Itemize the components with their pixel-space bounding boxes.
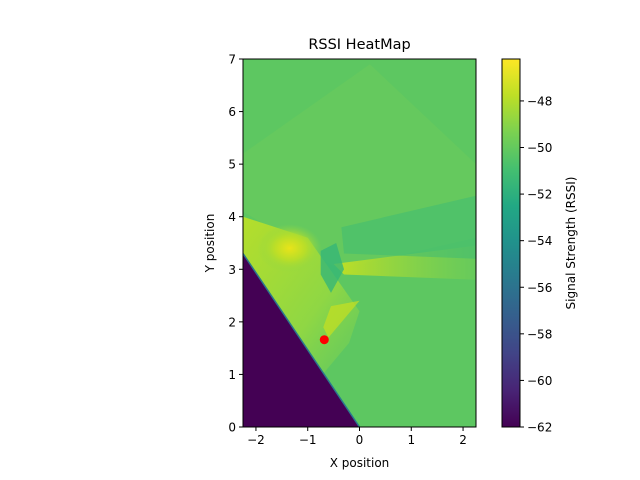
heatmap-region-notch	[320, 243, 344, 293]
plot-area	[243, 59, 476, 427]
y-axis-label: Y position	[203, 214, 217, 274]
y-tick-label: 1	[228, 368, 236, 382]
colorbar-gradient	[501, 58, 521, 428]
x-tick-label: 1	[407, 433, 415, 447]
colorbar-label: Signal Strength (RSSI)	[564, 177, 578, 310]
colorbar-tick-label: −52	[527, 188, 552, 202]
y-tick-label: 2	[228, 315, 236, 329]
colorbar-tick-label: −60	[527, 374, 552, 388]
heatmap-boundary	[243, 253, 361, 427]
x-tick-label: −2	[247, 433, 265, 447]
colorbar-tick-label: −48	[527, 94, 552, 108]
heatmap-region-ray-down	[323, 300, 360, 338]
colorbar-tick-label: −56	[527, 281, 552, 295]
axes: −2 −1 0 1 2 0 1 2 3 4 5 6 7	[228, 53, 477, 447]
chart-title: RSSI HeatMap	[308, 37, 410, 53]
x-tick-label: 0	[356, 433, 364, 447]
colorbar-tick-label: −54	[527, 234, 552, 248]
colorbar: −62 −60 −58 −56 −54 −52 −50 −48	[501, 58, 552, 435]
colorbar-tick-label: −62	[527, 421, 552, 435]
colorbar-tick-label: −50	[527, 141, 552, 155]
colorbar-tick-label: −58	[527, 327, 552, 341]
y-tick-label: 7	[228, 53, 236, 67]
y-tick-label: 0	[228, 421, 236, 435]
x-axis-label: X position	[330, 456, 390, 470]
heatmap-hotspot	[257, 224, 322, 273]
x-tick-label: 2	[459, 433, 467, 447]
y-tick-label: 5	[228, 158, 236, 172]
y-tick-label: 3	[228, 263, 236, 277]
marker-point	[319, 335, 329, 345]
y-tick-label: 4	[228, 210, 236, 224]
y-tick-label: 6	[228, 105, 236, 119]
heatmap-region-shadow	[341, 195, 476, 259]
x-tick-label: −1	[299, 433, 317, 447]
